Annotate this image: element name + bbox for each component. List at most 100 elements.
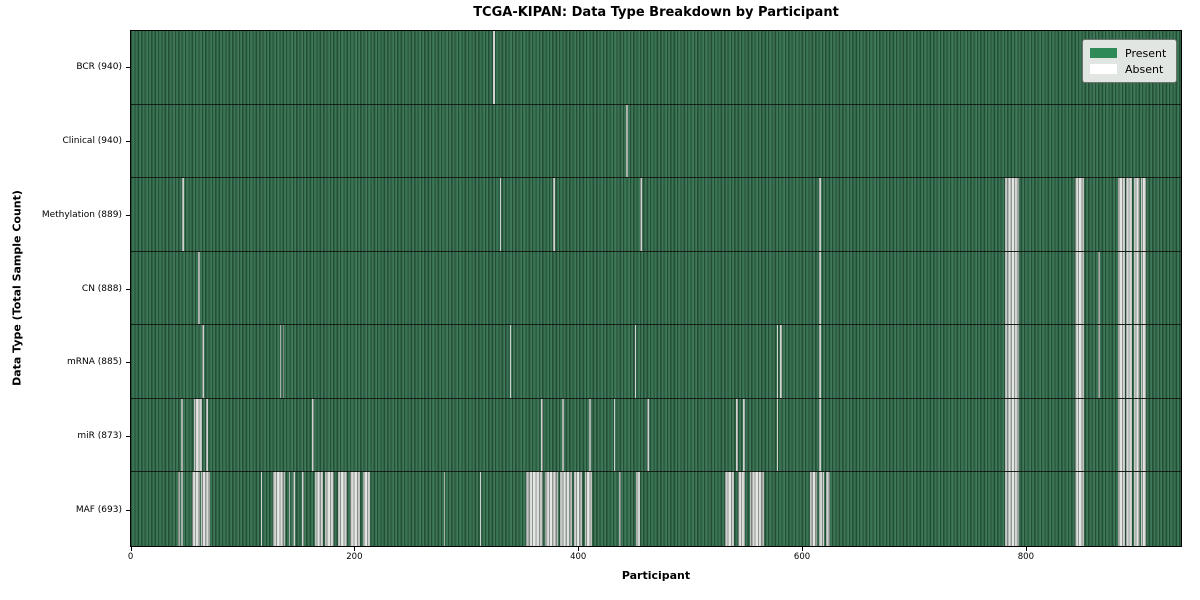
absent-stripe bbox=[634, 325, 637, 398]
absent-stripe bbox=[205, 398, 209, 472]
absent-stripe bbox=[1140, 472, 1147, 546]
absent-stripe bbox=[1074, 472, 1084, 546]
x-tick-mark bbox=[130, 547, 132, 551]
absent-stripe bbox=[315, 472, 324, 546]
absent-stripe bbox=[181, 398, 183, 472]
heatmap-row-methylation bbox=[131, 178, 1181, 252]
absent-stripe bbox=[1140, 398, 1147, 472]
chart-title: TCGA-KIPAN: Data Type Breakdown by Parti… bbox=[473, 5, 839, 20]
absent-stripe bbox=[292, 472, 296, 546]
absent-stripe bbox=[819, 178, 821, 251]
absent-stripe bbox=[776, 398, 779, 472]
absent-stripe bbox=[559, 472, 573, 546]
absent-stripe bbox=[779, 325, 782, 398]
absent-stripe bbox=[545, 472, 558, 546]
absent-stripe bbox=[192, 472, 201, 546]
y-axis-label: Data Type (Total Sample Count) bbox=[10, 190, 24, 386]
absent-stripe bbox=[272, 472, 286, 546]
absent-stripe bbox=[1140, 251, 1147, 325]
legend: Present Absent bbox=[1082, 39, 1177, 83]
absent-swatch-icon bbox=[1090, 64, 1117, 74]
y-tick-label: mRNA (885) bbox=[67, 357, 122, 368]
absent-stripe bbox=[635, 472, 641, 546]
x-tick-mark bbox=[354, 547, 356, 551]
absent-stripe bbox=[201, 472, 211, 546]
legend-item-present: Present bbox=[1090, 45, 1168, 61]
absent-stripe bbox=[725, 472, 735, 546]
legend-label-present: Present bbox=[1125, 46, 1167, 60]
y-tick-label: miR (873) bbox=[77, 431, 122, 442]
heatmap-row-mrna bbox=[131, 325, 1181, 399]
absent-stripe bbox=[301, 472, 305, 546]
absent-stripe bbox=[584, 472, 593, 546]
absent-stripe bbox=[819, 398, 821, 472]
absent-stripe bbox=[613, 398, 616, 472]
absent-stripe bbox=[1074, 251, 1084, 325]
y-tick-mark bbox=[126, 140, 130, 142]
absent-stripe bbox=[819, 251, 821, 325]
absent-stripe bbox=[819, 472, 824, 546]
absent-stripe bbox=[1074, 398, 1084, 472]
absent-stripe bbox=[202, 325, 205, 398]
heatmap-row-cn bbox=[131, 251, 1181, 326]
y-tick-mark bbox=[126, 510, 130, 512]
absent-stripe bbox=[1098, 325, 1100, 398]
absent-stripe bbox=[647, 398, 649, 472]
heatmap-rows bbox=[131, 31, 1181, 546]
absent-stripe bbox=[181, 472, 183, 546]
absent-stripe bbox=[562, 398, 564, 472]
absent-stripe bbox=[193, 398, 203, 472]
y-tick-label: Methylation (889) bbox=[41, 209, 122, 220]
y-tick-label: BCR (940) bbox=[76, 61, 122, 72]
absent-stripe bbox=[443, 472, 446, 546]
y-tick-label: MAF (693) bbox=[75, 505, 122, 516]
absent-stripe bbox=[1098, 251, 1100, 325]
heatmap-row-bcr bbox=[131, 31, 1181, 105]
y-tick-mark bbox=[126, 362, 130, 364]
absent-stripe bbox=[1004, 251, 1020, 325]
absent-stripe bbox=[1074, 178, 1084, 251]
absent-stripe bbox=[1126, 178, 1132, 251]
absent-stripe bbox=[1126, 398, 1132, 472]
absent-stripe bbox=[279, 325, 281, 398]
absent-stripe bbox=[1074, 325, 1084, 398]
absent-stripe bbox=[1134, 178, 1140, 251]
absent-stripe bbox=[282, 325, 285, 398]
heatmap-row-clinical bbox=[131, 104, 1181, 179]
absent-stripe bbox=[1126, 251, 1132, 325]
absent-stripe bbox=[363, 472, 371, 546]
x-axis-label: Participant bbox=[621, 569, 691, 582]
absent-stripe bbox=[1134, 325, 1140, 398]
absent-stripe bbox=[1118, 472, 1126, 546]
x-tick-mark bbox=[578, 547, 580, 551]
absent-stripe bbox=[1118, 178, 1126, 251]
absent-stripe bbox=[325, 472, 335, 546]
absent-stripe bbox=[574, 472, 583, 546]
absent-stripe bbox=[492, 31, 495, 104]
legend-item-absent: Absent bbox=[1090, 61, 1168, 77]
y-tick-label: CN (888) bbox=[81, 283, 122, 294]
absent-stripe bbox=[825, 472, 831, 546]
absent-stripe bbox=[1140, 325, 1147, 398]
absent-stripe bbox=[619, 472, 621, 546]
x-tick-label: 400 bbox=[570, 552, 587, 562]
absent-stripe bbox=[540, 398, 543, 472]
x-tick-label: 200 bbox=[346, 552, 363, 562]
absent-stripe bbox=[1004, 398, 1020, 472]
absent-stripe bbox=[810, 472, 817, 546]
absent-stripe bbox=[509, 325, 512, 398]
y-tick-mark bbox=[126, 214, 130, 216]
absent-stripe bbox=[182, 178, 185, 251]
absent-stripe bbox=[640, 178, 643, 251]
x-tick-label: 600 bbox=[793, 552, 811, 562]
heatmap-row-maf bbox=[131, 472, 1181, 546]
x-tick-mark bbox=[802, 547, 804, 551]
absent-stripe bbox=[260, 472, 263, 546]
x-tick-label: 800 bbox=[1017, 552, 1034, 562]
absent-stripe bbox=[499, 178, 502, 251]
absent-stripe bbox=[1134, 398, 1140, 472]
absent-stripe bbox=[776, 325, 778, 398]
absent-stripe bbox=[749, 472, 765, 546]
absent-stripe bbox=[177, 472, 180, 546]
